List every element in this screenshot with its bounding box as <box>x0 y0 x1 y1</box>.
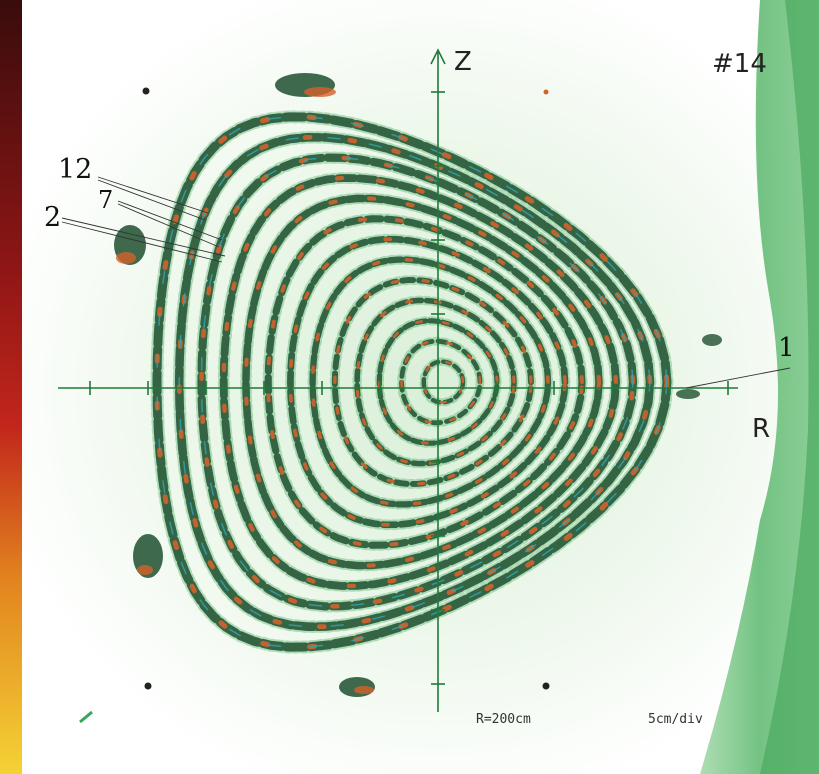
flux-surface-10-layer-2 <box>221 175 619 589</box>
label-leader-lines <box>61 176 791 389</box>
z-axis-label: Z <box>454 47 472 77</box>
surface-label-7: 7 <box>98 186 113 214</box>
left-edge-strip <box>0 0 22 774</box>
flux-surface-4-layer-2 <box>355 298 516 466</box>
right-edge-band <box>700 0 819 774</box>
flux-surface-9-layer-1 <box>242 194 603 570</box>
r-axis-label: R <box>752 414 770 444</box>
shot-number-label: #14 <box>712 49 767 79</box>
flux-surface-1-layer-1 <box>421 359 466 405</box>
flux-surface-5-layer-2 <box>333 278 533 486</box>
flux-surface-7-layer-1 <box>287 235 569 529</box>
surface-label-12: 12 <box>58 154 92 185</box>
surface-label-2: 2 <box>44 202 61 233</box>
flux-surface-11-layer-1 <box>197 153 638 611</box>
z-axis-arrow <box>430 48 446 65</box>
flux-surface-12-layer-3 <box>178 136 651 628</box>
coordinate-axes <box>58 48 738 712</box>
stray-emission-spots <box>79 73 722 724</box>
flux-surface-2-layer-2 <box>400 339 482 425</box>
flux-surface-13-layer-1 <box>152 112 672 652</box>
right-edge-band-dark <box>760 0 819 774</box>
flux-surface-8-layer-2 <box>266 216 584 548</box>
flux-surface-6-layer-2 <box>310 257 550 507</box>
major-radius-label: R=200cm <box>476 712 531 727</box>
scale-label: 5cm/div <box>648 712 703 727</box>
axis-ticks <box>89 91 729 685</box>
surface-label-1: 1 <box>778 333 795 363</box>
